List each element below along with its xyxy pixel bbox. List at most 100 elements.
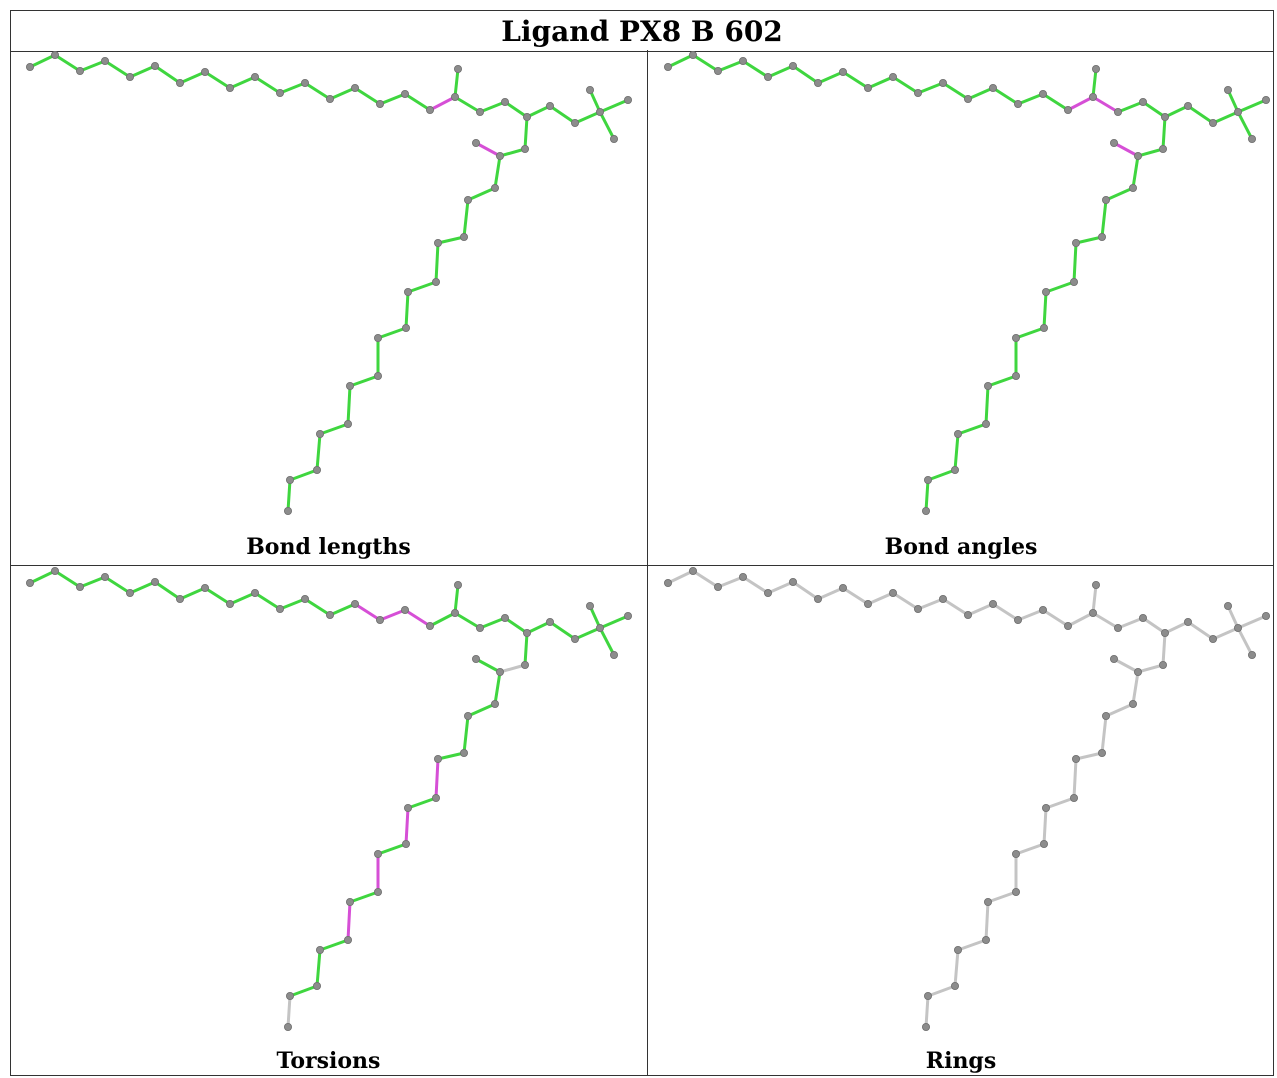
bond [403,608,432,628]
atom [283,506,292,515]
bond [286,994,292,1029]
bond [1131,670,1140,706]
atom [546,618,555,627]
atom [1091,64,1100,73]
bond [453,611,482,630]
atom [400,606,409,615]
atom [1038,606,1047,615]
figure-frame: Ligand PX8 B 602 [10,10,1274,1076]
atom [150,577,159,586]
atom [25,578,34,587]
bond [1161,115,1167,151]
atom [285,475,294,484]
atom [888,72,897,81]
atom [921,1022,930,1031]
atom [343,419,352,428]
bond [466,702,497,718]
bond [503,100,529,119]
bond [466,186,497,202]
bond [288,468,319,482]
bond [866,591,895,606]
atom [950,981,959,990]
bond [525,104,552,119]
atom [1128,183,1137,192]
bond [1072,241,1078,284]
bond [1116,616,1145,630]
atom [863,600,872,609]
atom [596,624,605,633]
atom [1063,622,1072,631]
atom [586,602,595,611]
bond [1236,98,1268,114]
bond [348,890,380,904]
bond [436,235,466,245]
atom [596,108,605,117]
bond [986,890,1018,904]
bond [598,626,616,657]
atom [433,238,442,247]
bond [1141,616,1167,635]
bond [916,81,945,95]
bond [1016,92,1045,106]
atom [126,588,135,597]
atom [610,651,619,660]
atom [1013,616,1022,625]
atom [714,66,723,75]
bond [203,586,232,606]
bond [666,53,695,69]
atom [1113,108,1122,117]
atom [1071,238,1080,247]
atom [624,612,633,621]
atom [1038,90,1047,99]
bond [376,842,408,856]
atom [963,611,972,620]
atom [126,72,135,81]
bond [493,670,502,706]
atom [463,711,472,720]
atom [739,573,748,581]
atom [1113,624,1122,633]
atom [1128,699,1137,708]
atom [523,629,532,638]
bond [498,147,527,158]
bond [926,984,957,998]
atom [225,600,234,609]
atom [400,90,409,99]
bond [228,591,257,606]
atom [285,991,294,1000]
atom [1011,371,1020,380]
bond [434,757,440,800]
bond [353,86,382,106]
bond [436,751,466,761]
bond [428,611,457,628]
caption-bond-angles: Bond angles [884,534,1038,560]
bond [1014,842,1046,856]
molecule-rings [663,567,1271,1031]
bond [1163,620,1190,635]
atom [1209,635,1218,644]
atom [490,699,499,708]
atom [520,661,529,670]
atom [500,98,509,107]
bond [598,98,630,114]
bond [924,994,930,1029]
bond [453,95,482,114]
atom [1158,661,1167,670]
atom [1011,849,1020,858]
bond [178,70,207,85]
bond [766,580,795,595]
bond [1104,186,1135,202]
atom [325,95,334,104]
bond [78,59,107,73]
bond [924,478,930,513]
bond [1112,657,1140,674]
atom [689,567,698,575]
bond [404,806,410,846]
panel-torsions: Torsions [10,566,647,1076]
bond [953,948,960,988]
bond [866,75,895,90]
molecule-bond-lengths [25,51,633,515]
bond [378,608,407,622]
bond [453,583,460,615]
atom [838,583,847,592]
